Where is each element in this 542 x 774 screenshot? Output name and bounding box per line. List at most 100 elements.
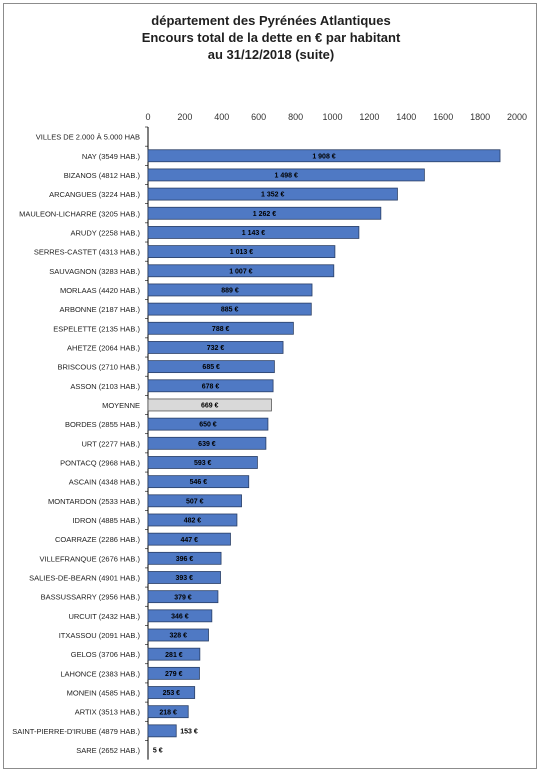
title-line-2: Encours total de la dette en € par habit…	[141, 30, 401, 45]
data-label: 1 908 €	[312, 153, 335, 160]
data-label: 1 498 €	[275, 173, 298, 180]
data-label: 1 013 €	[230, 249, 253, 256]
category-label: ARTIX (3513 HAB.)	[75, 708, 141, 717]
category-label: BORDES (2855 HAB.)	[65, 420, 141, 429]
category-label: MOYENNE	[102, 401, 140, 410]
bar	[147, 494, 242, 508]
data-label: 650 €	[199, 422, 217, 429]
category-label: MAULEON-LICHARRE (3205 HAB.)	[19, 209, 140, 218]
bar	[147, 245, 336, 259]
bar	[147, 551, 222, 565]
data-label: 885 €	[221, 307, 239, 314]
category-label: ASCAIN (4348 HAB.)	[69, 478, 141, 487]
category-label: URT (2277 HAB.)	[82, 439, 141, 448]
category-label: NAY (3549 HAB.)	[82, 152, 141, 161]
category-label: ARBONNE (2187 HAB.)	[60, 305, 141, 314]
data-label: 328 €	[169, 633, 187, 640]
x-tick-label: 1400	[396, 112, 416, 122]
data-label: 1 143 €	[242, 230, 265, 237]
category-label: BASSUSSARRY (2956 HAB.)	[41, 593, 141, 602]
bar	[147, 532, 231, 546]
data-label: 685 €	[202, 364, 220, 371]
category-label: SARE (2652 HAB.)	[76, 746, 140, 755]
bar	[147, 609, 213, 623]
data-label: 279 €	[165, 671, 183, 678]
x-tick-label: 2000	[507, 112, 527, 122]
data-label: 1 007 €	[229, 268, 252, 275]
x-tick-label: 800	[288, 112, 303, 122]
category-label: IDRON (4885 HAB.)	[72, 516, 140, 525]
bar	[147, 417, 269, 431]
bar	[147, 666, 200, 680]
category-label: ASSON (2103 HAB.)	[70, 382, 140, 391]
category-label: SALIES-DE-BEARN (4901 HAB.)	[29, 573, 140, 582]
chart-title: département des Pyrénées Atlantiques Enc…	[0, 12, 542, 63]
data-label: 346 €	[171, 613, 189, 620]
x-tick-label: 1800	[470, 112, 490, 122]
bar	[147, 475, 250, 489]
bar	[147, 628, 209, 642]
data-label: 447 €	[180, 537, 198, 544]
data-label: 507 €	[186, 498, 204, 505]
x-tick-label: 400	[214, 112, 229, 122]
bar	[147, 436, 267, 450]
data-label: 732 €	[207, 345, 225, 352]
data-label: 639 €	[198, 441, 216, 448]
data-label: 1 352 €	[261, 192, 284, 199]
category-label: ITXASSOU (2091 HAB.)	[59, 631, 141, 640]
data-label: 153 €	[180, 728, 198, 735]
data-label: 678 €	[202, 383, 220, 390]
bar	[147, 456, 258, 469]
data-label: 669 €	[201, 403, 219, 410]
data-label: 593 €	[194, 460, 212, 467]
bar	[147, 379, 274, 393]
bar	[147, 149, 501, 163]
category-label: ESPELETTE (2135 HAB.)	[53, 324, 140, 333]
category-label: GELOS (3706 HAB.)	[71, 650, 141, 659]
data-label: 393 €	[175, 575, 193, 582]
data-label: 281 €	[165, 652, 183, 659]
chart-frame	[3, 3, 537, 769]
data-label: 546 €	[190, 479, 208, 486]
bar	[147, 341, 284, 354]
category-label: ARCANGUES (3224 HAB.)	[49, 190, 140, 199]
data-label: 379 €	[174, 594, 192, 601]
bar	[147, 513, 238, 527]
category-label: LAHONCE (2383 HAB.)	[60, 669, 140, 678]
data-label: 5 €	[153, 748, 163, 755]
bar	[147, 647, 201, 661]
category-label: VILLEFRANQUE (2676 HAB.)	[40, 554, 141, 563]
category-label: URCUIT (2432 HAB.)	[68, 612, 140, 621]
category-label: ARUDY (2258 HAB.)	[71, 228, 141, 237]
category-label: COARRAZE (2286 HAB.)	[55, 535, 141, 544]
bar	[147, 724, 177, 738]
data-label: 396 €	[176, 556, 194, 563]
data-label: 788 €	[212, 326, 230, 333]
bar	[147, 571, 221, 584]
category-label: PONTACQ (2968 HAB.)	[60, 458, 140, 467]
bar	[147, 283, 313, 297]
x-tick-label: 0	[145, 112, 150, 122]
data-label: 1 262 €	[253, 211, 276, 218]
title-line-3: au 31/12/2018 (suite)	[207, 47, 335, 62]
bar	[147, 168, 425, 182]
x-tick-label: 1000	[322, 112, 342, 122]
title-line-1: département des Pyrénées Atlantiques	[151, 13, 391, 28]
bar	[147, 226, 360, 239]
bar	[147, 590, 219, 604]
x-tick-label: 600	[251, 112, 266, 122]
bar	[147, 187, 398, 201]
category-label: MONTARDON (2533 HAB.)	[48, 497, 140, 506]
x-tick-label: 1200	[359, 112, 379, 122]
category-label: BIZANOS (4812 HAB.)	[64, 171, 141, 180]
data-label: 253 €	[163, 690, 181, 697]
bar	[147, 321, 294, 335]
bar	[147, 686, 196, 699]
data-label: 482 €	[184, 518, 202, 525]
category-label: SAINT-PIERRE-D'IRUBE (4879 HAB.)	[12, 727, 140, 736]
category-label: SAUVAGNON (3283 HAB.)	[49, 267, 140, 276]
category-label: MONEIN (4585 HAB.)	[67, 689, 141, 698]
category-label: AHETZE (2064 HAB.)	[67, 343, 140, 352]
category-label: VILLES DE 2.000 À 5.000 HAB	[36, 133, 140, 142]
